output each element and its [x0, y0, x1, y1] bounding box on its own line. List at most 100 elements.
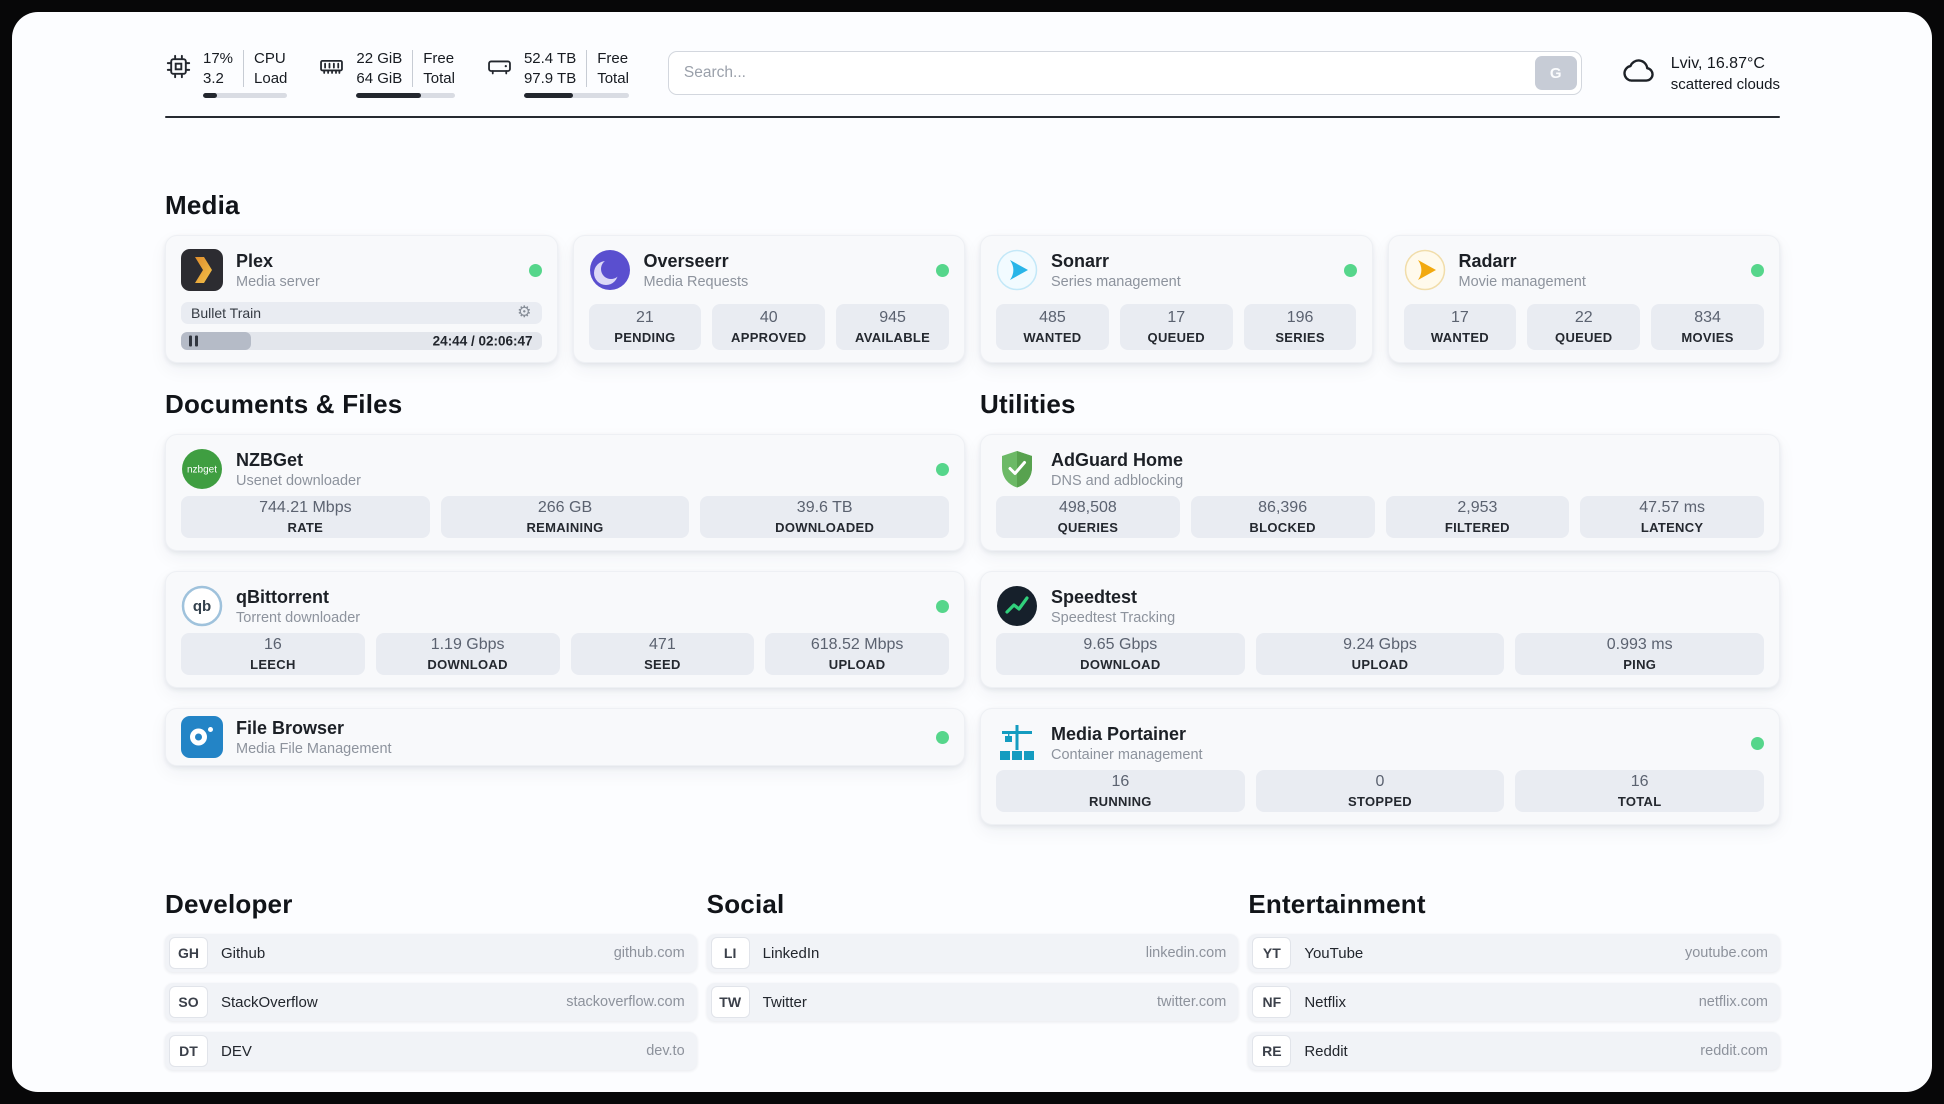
stat-value: 196 [1286, 309, 1314, 326]
bookmark-github[interactable]: GH Github github.com [165, 934, 697, 972]
app-subtitle: DNS and adblocking [1051, 472, 1184, 489]
bookmark-url: reddit.com [1700, 1043, 1768, 1059]
search-input[interactable] [667, 51, 1582, 95]
app-card-overseerr[interactable]: Overseerr Media Requests 21 PENDING 40 A… [572, 235, 965, 363]
stat-label: TOTAL [1617, 794, 1662, 809]
stat-value: 471 [649, 636, 676, 653]
bookmark-twitter[interactable]: TW Twitter twitter.com [706, 983, 1239, 1021]
stat-label: LATENCY [1640, 520, 1704, 535]
topbar: 17% 3.2 CPU Load [165, 50, 1780, 98]
stat-value: 39.6 TB [796, 499, 853, 516]
stat-tile-ping: 0.993 ms PING [1515, 633, 1765, 675]
stat-label: BLOCKED [1249, 520, 1316, 535]
stat-label: LEECH [250, 657, 296, 672]
bookmark-reddit[interactable]: RE Reddit reddit.com [1248, 1032, 1780, 1070]
app-name: Plex [236, 250, 274, 271]
sonarr-icon [996, 249, 1038, 291]
app-subtitle: Movie management [1458, 273, 1586, 290]
app-card-sonarr[interactable]: Sonarr Series management 485 WANTED 17 Q… [980, 235, 1373, 363]
cpu-labels: CPU Load [254, 50, 287, 87]
bookmark-youtube[interactable]: YT YouTube youtube.com [1248, 934, 1780, 972]
stat-tile-upload: 9.24 Gbps UPLOAD [1255, 633, 1505, 675]
stat-tile-download: 1.19 Gbps DOWNLOAD [375, 633, 560, 675]
stat-tile-leech: 16 LEECH [181, 633, 365, 675]
stat-tile-movies: 834 MOVIES [1651, 304, 1764, 350]
section-media: Media Plex Media server Bullet Train ⚙ [165, 190, 1780, 363]
playback-progress-bar[interactable]: 24:44 / 02:06:47 [181, 332, 542, 350]
bookmark-dev[interactable]: DT DEV dev.to [165, 1032, 697, 1070]
app-name: File Browser [236, 717, 345, 738]
ram-label-2: Total [423, 70, 455, 87]
disk-labels: Free Total [597, 50, 629, 87]
stat-tile-queries: 498,508 QUERIES [996, 496, 1180, 538]
stat-label: DOWNLOAD [1080, 657, 1161, 672]
app-card-radarr[interactable]: Radarr Movie management 17 WANTED 22 QUE… [1387, 235, 1780, 363]
stat-value: 834 [1694, 309, 1721, 326]
app-card-qbittorrent[interactable]: qb qBittorrent Torrent downloader 16 LEE… [165, 571, 965, 688]
section-title-developer: Developer [165, 889, 293, 919]
app-card-filebrowser[interactable]: File Browser Media File Management [165, 708, 965, 766]
stat-value: 22 [1574, 309, 1593, 326]
disk-usage-bar [523, 93, 629, 98]
status-online-dot [936, 599, 949, 613]
bookmark-name: Netflix [1304, 993, 1347, 1011]
stat-tile-stopped: 0 STOPPED [1255, 770, 1505, 812]
stat-tile-series: 196 SERIES [1243, 304, 1357, 350]
ram-usage-bar [356, 93, 455, 98]
two-column-area: Documents & Files nzbget NZBGet Usenet d… [165, 389, 1780, 825]
bookmarks-social: Social LI LinkedIn linkedin.com TW Twitt… [706, 889, 1239, 1021]
status-online-dot [1343, 263, 1357, 277]
app-subtitle: Media server [236, 273, 320, 290]
app-card-plex[interactable]: Plex Media server Bullet Train ⚙ 24:44 /… [165, 235, 558, 363]
app-card-speedtest[interactable]: Speedtest Speedtest Tracking 9.65 Gbps D… [980, 571, 1780, 688]
stat-label: DOWNLOAD [427, 657, 508, 672]
app-subtitle: Container management [1051, 746, 1203, 763]
app-subtitle: Usenet downloader [236, 472, 361, 489]
app-name: Media Portainer [1051, 723, 1187, 744]
stat-value: 744.21 Mbps [259, 499, 352, 516]
app-subtitle: Torrent downloader [236, 609, 361, 626]
stat-label: SERIES [1275, 330, 1325, 345]
app-card-adguard[interactable]: AdGuard Home DNS and adblocking 498,508 … [980, 434, 1780, 551]
disk-widget: 52.4 TB 97.9 TB Free Total [486, 50, 629, 98]
cpu-label-1: CPU [254, 50, 286, 67]
search-engine-button[interactable]: G [1534, 56, 1577, 90]
radarr-icon [1404, 249, 1446, 291]
disk-free: 52.4 TB [523, 50, 577, 67]
weather-widget: Lviv, 16.87°C scattered clouds [1620, 52, 1780, 95]
bookmark-stackoverflow[interactable]: SO StackOverflow stackoverflow.com [165, 983, 697, 1021]
stat-value: 40 [759, 309, 778, 326]
bookmark-netflix[interactable]: NF Netflix netflix.com [1248, 983, 1780, 1021]
speedtest-icon [996, 585, 1038, 627]
status-online-dot [1751, 263, 1764, 277]
stat-value: 47.57 ms [1639, 499, 1706, 516]
pause-icon[interactable] [189, 335, 198, 347]
disk-usage-fill [523, 93, 574, 98]
app-card-nzbget[interactable]: nzbget NZBGet Usenet downloader 744.21 M… [165, 434, 965, 551]
stat-value: 498,508 [1058, 499, 1117, 516]
dashboard-page: 17% 3.2 CPU Load [12, 12, 1932, 1092]
bookmark-url: dev.to [646, 1043, 685, 1059]
gear-icon[interactable]: ⚙ [517, 304, 532, 322]
app-card-portainer[interactable]: Media Portainer Container management 16 … [980, 708, 1780, 825]
nzbget-icon: nzbget [181, 448, 223, 490]
bookmark-name: StackOverflow [221, 993, 318, 1011]
stat-tile-latency: 47.57 ms LATENCY [1580, 496, 1764, 538]
stat-value: 17 [1451, 309, 1469, 326]
memory-icon [318, 53, 345, 98]
playback-time: 24:44 / 02:06:47 [432, 333, 533, 349]
bookmark-name: Github [221, 944, 266, 962]
stat-tile-seed: 471 SEED [570, 633, 755, 675]
now-playing-tile: Bullet Train ⚙ [181, 302, 542, 325]
section-title-utilities: Utilities [980, 389, 1076, 419]
stat-value: 16 [1630, 773, 1649, 790]
stat-label: MOVIES [1681, 330, 1734, 345]
bookmark-linkedin[interactable]: LI LinkedIn linkedin.com [706, 934, 1239, 972]
stat-value: 945 [879, 309, 906, 326]
bookmark-abbr: YT [1252, 937, 1292, 969]
app-subtitle: Speedtest Tracking [1051, 609, 1176, 626]
cpu-icon [165, 53, 192, 98]
stat-tile-wanted: 485 WANTED [996, 304, 1109, 350]
stat-label: REMAINING [526, 520, 604, 535]
section-title-documents: Documents & Files [165, 389, 403, 419]
